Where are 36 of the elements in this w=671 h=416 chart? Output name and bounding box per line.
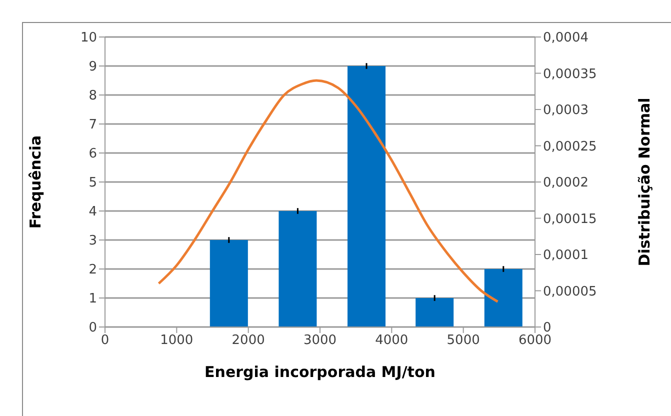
y2-tick-label: 0,0004 — [543, 30, 588, 46]
y-axis-title: Frequência — [26, 135, 44, 229]
x-tick-label: 4000 — [375, 333, 408, 348]
bar — [278, 211, 317, 327]
x-tick-label: 1000 — [160, 333, 194, 348]
y2-tick-label: 0,00035 — [543, 66, 597, 82]
x-tick-label: 3000 — [303, 333, 337, 348]
bar — [348, 66, 386, 327]
y2-tick-label: 0 — [543, 320, 552, 336]
y-tick-label: 1 — [88, 292, 97, 307]
y2-axis-title: Distribuição Normal — [635, 98, 654, 266]
y2-tick-label: 0,00025 — [543, 139, 597, 154]
y2-tick-label: 0,00015 — [543, 212, 597, 227]
y2-tick-label: 0,00005 — [543, 284, 597, 300]
y-tick-label: 10 — [80, 30, 97, 46]
y-tick-label: 5 — [88, 176, 97, 191]
x-tick-label: 2000 — [232, 333, 265, 348]
x-tick-label: 6000 — [518, 333, 552, 348]
y-tick-label: 3 — [88, 234, 97, 249]
y-tick-label: 4 — [88, 204, 97, 220]
y-tick-label: 7 — [88, 118, 97, 133]
x-tick-label: 5000 — [446, 333, 480, 348]
bar — [484, 269, 522, 327]
y2-tick-label: 0,0003 — [543, 103, 588, 118]
y-tick-label: 0 — [88, 320, 97, 336]
y-tick-label: 2 — [88, 262, 97, 278]
x-tick-label: 0 — [100, 333, 110, 348]
bar — [416, 298, 454, 327]
x-axis-title: Energia incorporada MJ/ton — [204, 363, 436, 381]
y-tick-label: 9 — [88, 60, 97, 75]
y-tick-label: 8 — [88, 88, 97, 104]
y-tick-label: 6 — [88, 146, 97, 162]
bar — [210, 240, 248, 327]
y2-tick-label: 0,0002 — [543, 176, 588, 191]
line-series — [158, 79, 499, 303]
y2-tick-label: 0,0001 — [543, 248, 588, 264]
